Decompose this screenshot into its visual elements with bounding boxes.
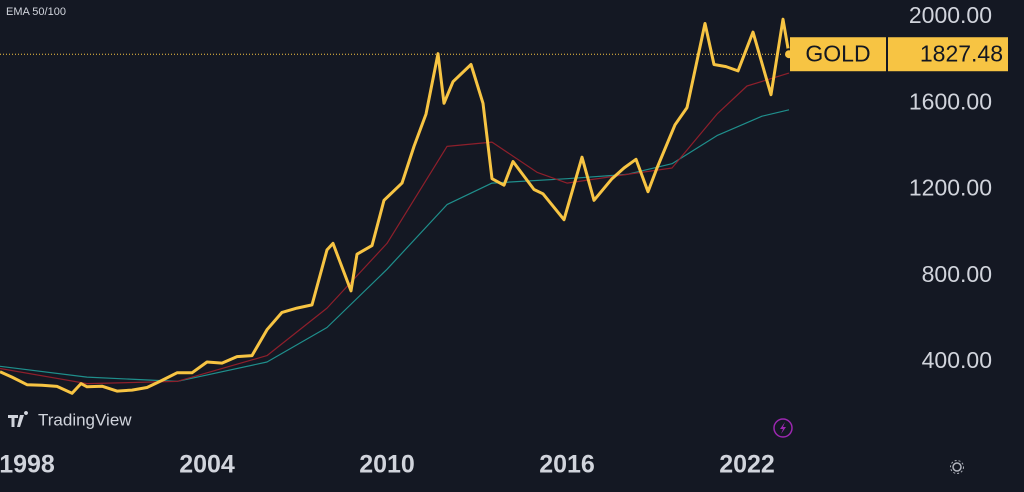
series-line [0,72,790,385]
brand-name: TradingView [38,410,132,429]
y-tick-label: 1200.00 [909,175,992,201]
y-tick-label: 2000.00 [909,2,992,28]
y-tick-label: 800.00 [922,261,992,287]
y-tick-label: 400.00 [922,347,992,373]
y-tick-label: 1600.00 [909,88,992,114]
settings-icon[interactable] [950,460,964,474]
indicator-label: EMA 50/100 [6,6,66,18]
x-tick-label: 2022 [719,451,775,479]
x-tick-label: 1998 [0,451,55,479]
symbol-label: GOLD [805,40,870,66]
price-box [888,37,1008,72]
layer: 400.00 800.00 1200.00 1600.00 2000.00 1998 200… [0,2,1008,479]
x-tick-label: 2016 [539,451,595,479]
series-line [0,17,791,395]
symbol-box [790,37,886,72]
alert-icon[interactable] [773,418,793,438]
price-label: 1827.48 [920,40,1003,66]
x-tick-label: 2010 [359,451,415,479]
series-line [0,109,790,382]
x-tick-label: 2004 [179,451,235,479]
brand-logo: TradingView [8,410,132,429]
